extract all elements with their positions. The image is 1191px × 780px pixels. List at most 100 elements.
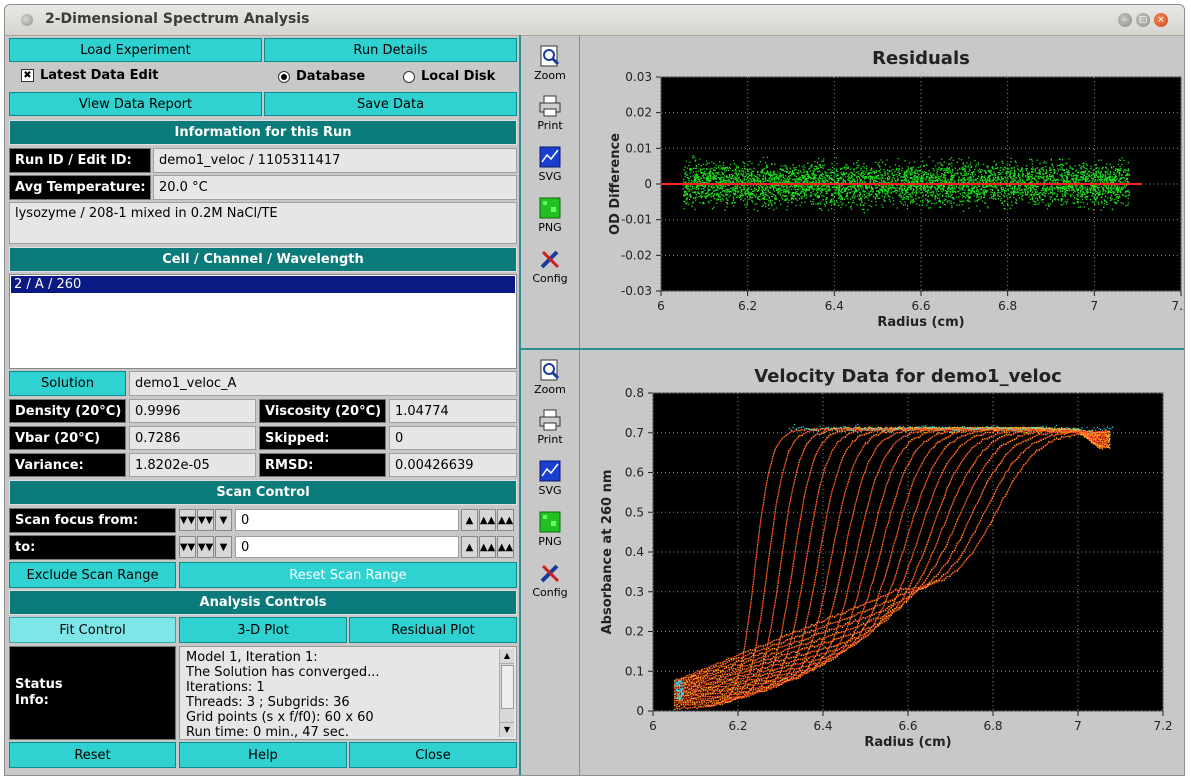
list-item[interactable]: 2 / A / 260 (11, 276, 515, 293)
status-line: Model 1, Iteration 1: (186, 650, 318, 665)
y-axis-label: Absorbance at 260 nm (600, 470, 615, 635)
increase-icon[interactable]: ▲ (461, 509, 478, 531)
local-disk-radio[interactable]: Local Disk (403, 69, 495, 84)
tool-svg-button[interactable]: SVG (525, 146, 575, 183)
database-label: Database (296, 69, 366, 84)
tool-print-button[interactable]: Print (525, 95, 575, 132)
scroll-up-icon[interactable]: ▲ (500, 649, 514, 664)
y-tick-label: 0.8 (625, 386, 644, 400)
residual-plot-button[interactable]: Residual Plot (349, 617, 517, 643)
close-button[interactable]: Close (349, 742, 517, 768)
png-icon (539, 197, 561, 219)
variance-label: Variance: (9, 453, 126, 477)
run-details-button[interactable]: Run Details (264, 38, 517, 62)
increase-fast-icon[interactable]: ▲▲ (497, 509, 514, 531)
scroll-down-icon[interactable]: ▼ (500, 722, 514, 737)
decrease-medium-icon[interactable]: ▼▼ (197, 509, 214, 531)
tool-label: Config (532, 272, 568, 285)
status-info-box[interactable]: Model 1, Iteration 1: The Solution has c… (179, 646, 517, 740)
help-button[interactable]: Help (179, 742, 347, 768)
tool-label: Print (537, 433, 563, 446)
rmsd-field: 0.00426639 (389, 453, 517, 477)
radio-selected-icon (278, 70, 290, 83)
config-icon (539, 248, 561, 270)
scan-line (674, 428, 1111, 687)
load-experiment-button[interactable]: Load Experiment (9, 38, 262, 62)
decrease-fast-icon[interactable]: ▼▼ (179, 509, 196, 531)
increase-medium-icon[interactable]: ▲▲ (479, 536, 496, 558)
x-axis-label: Radius (cm) (877, 315, 964, 330)
panel-splitter[interactable] (519, 35, 521, 775)
residuals-plot[interactable]: Residuals 6 6.2 6.4 6.6 6.8 7 7.2 0.03 0.02 0.01 0 -… (581, 37, 1184, 347)
3d-plot-button[interactable]: 3-D Plot (179, 617, 347, 643)
maximize-icon[interactable]: □ (1136, 13, 1150, 27)
increase-medium-icon[interactable]: ▲▲ (479, 509, 496, 531)
scan-focus-from-input[interactable]: 0 (235, 509, 459, 531)
decrease-icon[interactable]: ▼ (215, 536, 232, 558)
run-id-label: Run ID / Edit ID: (9, 148, 151, 173)
model-line (674, 429, 1108, 687)
database-radio[interactable]: Database (278, 69, 365, 84)
tool-label: Print (537, 119, 563, 132)
tool-config-button[interactable]: Config (525, 562, 575, 599)
analysis-controls-header: Analysis Controls (9, 590, 517, 615)
model-line (674, 430, 1108, 684)
tool-zoom-button[interactable]: Zoom (525, 359, 575, 396)
scan-focus-to-input[interactable]: 0 (235, 536, 459, 558)
y-tick-label: 0.03 (625, 70, 652, 84)
model-line (674, 430, 1108, 682)
velocity-plot[interactable]: Velocity Data for demo1_veloc 6 6.2 6.4 6.6 6… (581, 351, 1184, 775)
tool-zoom-button[interactable]: Zoom (525, 45, 575, 82)
y-axis-label: OD Difference (608, 133, 623, 235)
tool-print-button[interactable]: Print (525, 409, 575, 446)
svg-icon (539, 146, 561, 168)
tool-png-button[interactable]: PNG (525, 197, 575, 234)
png-icon (539, 511, 561, 533)
avg-temperature-label: Avg Temperature: (9, 175, 151, 200)
latest-data-edit-checkbox[interactable]: ✖ Latest Data Edit (21, 68, 159, 83)
viscosity-field: 1.04774 (389, 399, 517, 423)
minimize-icon[interactable]: – (1118, 13, 1132, 27)
status-scrollbar[interactable]: ▲ ▼ (499, 649, 514, 737)
skipped-field: 0 (389, 426, 517, 450)
model-line (674, 430, 1108, 683)
decrease-fast-icon[interactable]: ▼▼ (179, 536, 196, 558)
y-tick-label: 0.01 (625, 141, 652, 155)
tool-config-button[interactable]: Config (525, 248, 575, 285)
y-tick-label: -0.02 (621, 248, 652, 262)
scroll-thumb[interactable] (501, 665, 514, 709)
y-tick-label: 0.4 (625, 545, 644, 559)
checkbox-checked-icon: ✖ (21, 69, 34, 82)
view-data-report-button[interactable]: View Data Report (9, 92, 262, 116)
x-tick-label: 6.8 (998, 299, 1017, 313)
window-menu-icon[interactable] (21, 14, 33, 26)
y-tick-label: 0.6 (625, 466, 644, 480)
increase-fast-icon[interactable]: ▲▲ (497, 536, 514, 558)
decrease-icon[interactable]: ▼ (215, 509, 232, 531)
x-tick-label: 7 (1091, 299, 1099, 313)
zoom-icon (539, 359, 561, 381)
plot-splitter[interactable] (521, 348, 1184, 350)
status-line: Threads: 3 ; Subgrids: 36 (186, 695, 350, 710)
solution-button[interactable]: Solution (9, 371, 126, 396)
x-tick-label: 6 (657, 299, 665, 313)
ccw-header: Cell / Channel / Wavelength (9, 247, 517, 272)
decrease-medium-icon[interactable]: ▼▼ (197, 536, 214, 558)
run-description-text[interactable]: lysozyme / 208-1 mixed in 0.2M NaCl/TE (9, 202, 517, 244)
save-data-button[interactable]: Save Data (264, 92, 517, 116)
tool-svg-button[interactable]: SVG (525, 460, 575, 497)
window-title: 2-Dimensional Spectrum Analysis (45, 11, 310, 27)
status-info-text: Status Info: (15, 677, 63, 708)
y-tick-label: 0 (644, 177, 652, 191)
increase-icon[interactable]: ▲ (461, 536, 478, 558)
status-line: The Solution has converged... (186, 665, 380, 680)
vbar-field: 0.7286 (129, 426, 256, 450)
reset-button[interactable]: Reset (9, 742, 176, 768)
y-tick-label: 0 (636, 704, 644, 718)
close-window-icon[interactable]: × (1154, 13, 1168, 27)
exclude-scan-range-button[interactable]: Exclude Scan Range (9, 562, 176, 588)
tool-png-button[interactable]: PNG (525, 511, 575, 548)
ccw-list[interactable]: 2 / A / 260 (9, 274, 517, 369)
fit-control-button[interactable]: Fit Control (9, 617, 176, 643)
reset-scan-range-button[interactable]: Reset Scan Range (179, 562, 517, 588)
